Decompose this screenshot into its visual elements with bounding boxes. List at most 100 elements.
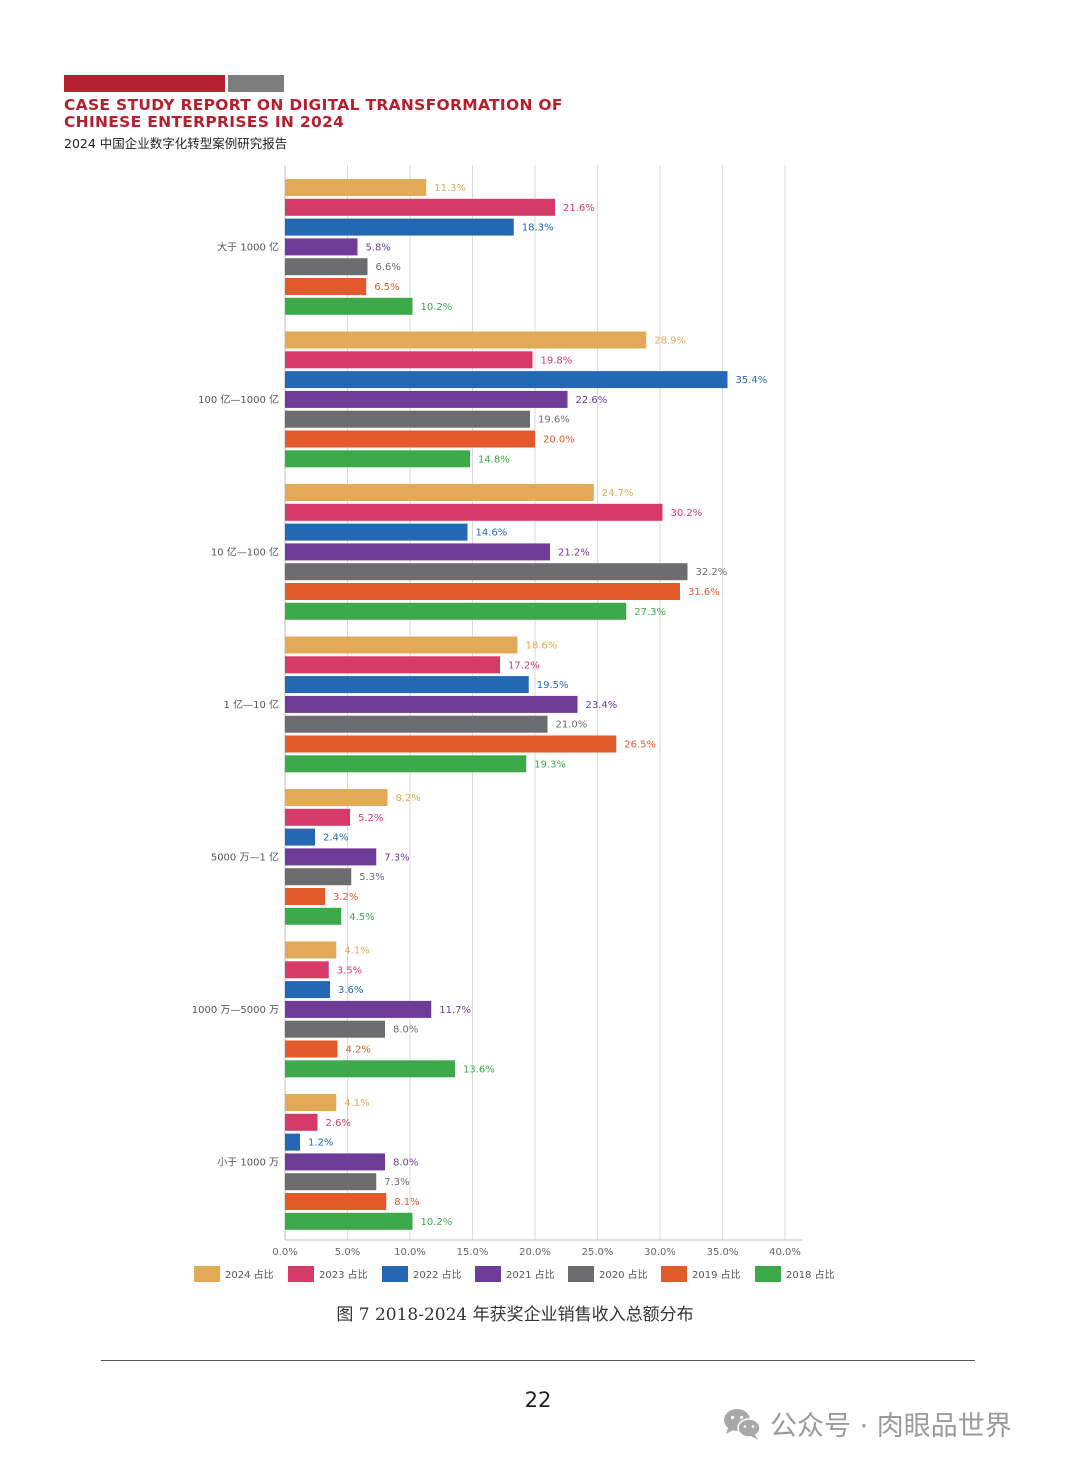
watermark: 公众号 · 肉眼品世界 bbox=[722, 1404, 1012, 1443]
report-title: CASE STUDY REPORT ON DIGITAL TRANSFORMAT… bbox=[64, 96, 563, 131]
legend-swatch bbox=[288, 1266, 314, 1282]
bar bbox=[285, 523, 468, 541]
data-label: 19.6% bbox=[538, 415, 570, 426]
bar bbox=[285, 1173, 377, 1191]
bar bbox=[285, 1094, 337, 1111]
data-label: 21.6% bbox=[563, 203, 595, 214]
legend-label: 2020 占比 bbox=[599, 1268, 648, 1281]
data-label: 14.6% bbox=[476, 528, 508, 539]
x-tick-label: 25.0% bbox=[582, 1247, 614, 1258]
bar bbox=[285, 278, 367, 295]
legend-swatch bbox=[755, 1266, 781, 1282]
bar bbox=[285, 1193, 387, 1210]
data-label: 23.4% bbox=[586, 700, 618, 711]
x-tick-label: 35.0% bbox=[707, 1247, 739, 1258]
bar bbox=[285, 1133, 300, 1151]
bar bbox=[285, 179, 427, 196]
category-label: 1000 万—5000 万 bbox=[192, 1005, 279, 1016]
bar bbox=[285, 450, 470, 468]
bar bbox=[285, 695, 578, 713]
x-tick-label: 30.0% bbox=[644, 1247, 676, 1258]
bar bbox=[285, 563, 688, 581]
header-red-bar bbox=[64, 75, 225, 92]
data-label: 14.8% bbox=[478, 454, 510, 465]
legend-label: 2018 占比 bbox=[786, 1268, 835, 1281]
bar bbox=[285, 656, 500, 674]
data-label: 19.3% bbox=[534, 759, 566, 770]
bar bbox=[285, 907, 342, 925]
legend-swatch bbox=[382, 1266, 408, 1282]
category-label: 5000 万—1 亿 bbox=[211, 850, 279, 863]
bar bbox=[285, 583, 680, 600]
legend-label: 2024 占比 bbox=[225, 1268, 274, 1281]
bar bbox=[285, 351, 533, 369]
data-label: 22.6% bbox=[576, 395, 608, 406]
sales-distribution-chart: 0.0% 5.0% 10.0% 15.0% 20.0% 25.0% 30.0% 35.0% 40… bbox=[192, 165, 835, 1282]
data-label: 7.3% bbox=[384, 1177, 409, 1188]
bar bbox=[285, 503, 663, 521]
data-label: 8.1% bbox=[394, 1197, 419, 1208]
category-label: 10 亿—100 亿 bbox=[211, 545, 279, 558]
data-label: 19.8% bbox=[541, 355, 573, 366]
bar bbox=[285, 1153, 385, 1171]
data-label: 28.9% bbox=[654, 336, 686, 347]
bar bbox=[285, 1212, 413, 1230]
bar bbox=[285, 238, 358, 256]
data-label: 2.6% bbox=[326, 1118, 351, 1129]
data-label: 4.2% bbox=[346, 1045, 371, 1056]
watermark-text: 公众号 · 肉眼品世界 bbox=[770, 1411, 1012, 1442]
bar bbox=[285, 484, 594, 501]
x-tick-label: 5.0% bbox=[335, 1247, 360, 1258]
category-label: 大于 1000 亿 bbox=[217, 240, 279, 253]
bar bbox=[285, 755, 527, 773]
data-label: 10.2% bbox=[421, 1217, 453, 1228]
bar bbox=[285, 888, 325, 905]
bar bbox=[285, 1060, 455, 1078]
bar bbox=[285, 676, 529, 694]
data-label: 17.2% bbox=[508, 660, 540, 671]
data-label: 24.7% bbox=[602, 488, 634, 499]
data-label: 8.0% bbox=[393, 1025, 418, 1036]
x-tick-label: 40.0% bbox=[769, 1247, 801, 1258]
x-tick-label: 15.0% bbox=[457, 1247, 489, 1258]
bar bbox=[285, 331, 647, 349]
category-label: 100 亿—1000 亿 bbox=[198, 393, 279, 406]
category-label: 1 亿—10 亿 bbox=[224, 698, 279, 711]
header-gray-bar bbox=[228, 75, 284, 92]
x-tick-label: 0.0% bbox=[272, 1247, 297, 1258]
data-label: 30.2% bbox=[671, 508, 703, 519]
data-label: 27.3% bbox=[634, 607, 666, 618]
bar bbox=[285, 1113, 318, 1131]
data-label: 4.1% bbox=[344, 1098, 369, 1109]
legend-label: 2022 占比 bbox=[413, 1268, 462, 1281]
bar bbox=[285, 735, 617, 753]
data-label: 6.5% bbox=[374, 282, 399, 293]
legend-swatch bbox=[661, 1266, 687, 1282]
data-label: 5.8% bbox=[366, 242, 391, 253]
bar bbox=[285, 1020, 385, 1038]
bar bbox=[285, 868, 352, 886]
data-label: 4.5% bbox=[349, 912, 374, 923]
bar bbox=[285, 258, 368, 276]
data-label: 1.2% bbox=[308, 1138, 333, 1149]
data-label: 21.0% bbox=[556, 720, 588, 731]
data-label: 35.4% bbox=[736, 375, 768, 386]
data-label: 32.2% bbox=[696, 567, 728, 578]
bar bbox=[285, 1040, 338, 1058]
bar bbox=[285, 390, 568, 408]
bar bbox=[285, 961, 329, 979]
bar bbox=[285, 941, 337, 959]
wechat-icon bbox=[724, 1408, 761, 1440]
data-label: 5.2% bbox=[358, 813, 383, 824]
legend-label: 2023 占比 bbox=[319, 1268, 368, 1281]
legend-swatch bbox=[475, 1266, 501, 1282]
data-label: 21.2% bbox=[558, 547, 590, 558]
x-tick-label: 20.0% bbox=[519, 1247, 551, 1258]
data-label: 8.0% bbox=[393, 1157, 418, 1168]
data-label: 7.3% bbox=[384, 852, 409, 863]
bar bbox=[285, 981, 330, 999]
data-label: 11.7% bbox=[439, 1005, 471, 1016]
category-label: 小于 1000 万 bbox=[217, 1156, 279, 1168]
bar bbox=[285, 602, 627, 620]
data-label: 3.2% bbox=[333, 892, 358, 903]
